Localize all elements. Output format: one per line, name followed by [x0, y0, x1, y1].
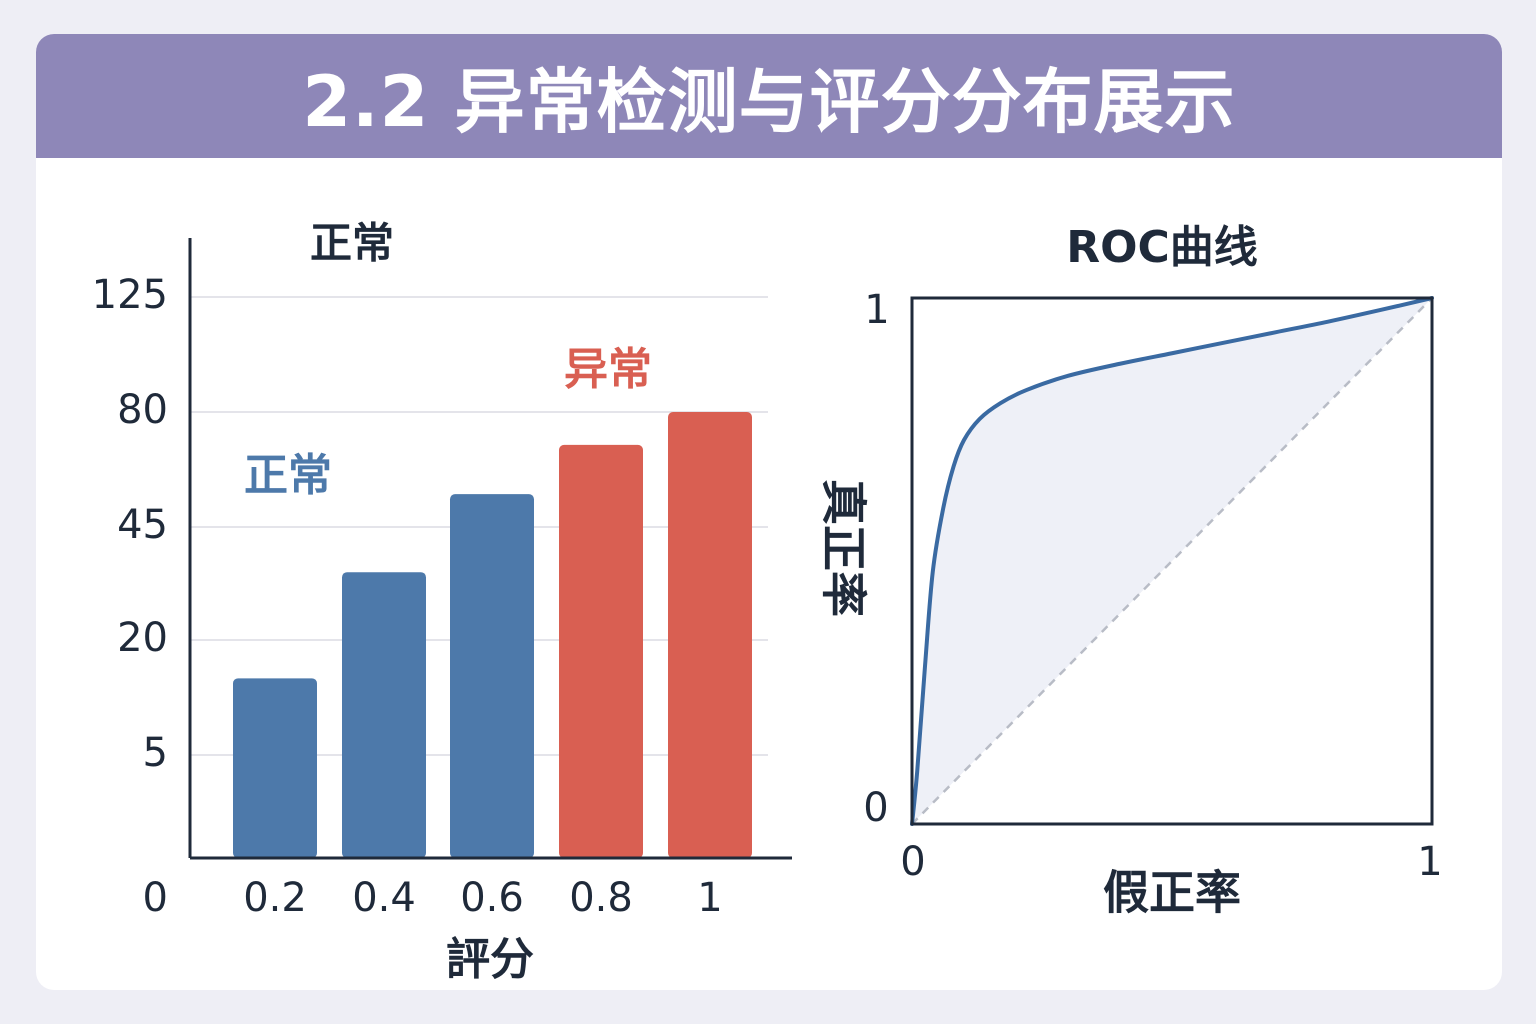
- anomaly-annotation: 异常: [564, 344, 652, 395]
- roc-frame: [910, 296, 1434, 826]
- x-tick-label: 0.6: [460, 875, 524, 921]
- bar-normal: [450, 494, 534, 858]
- title-banner: 2.2 异常检测与评分分布展示: [36, 34, 1502, 158]
- bar-normal: [233, 678, 317, 858]
- y-tick-label: 1: [864, 287, 889, 333]
- y-tick-label: 5: [143, 730, 168, 776]
- y-tick-label: 45: [117, 502, 168, 548]
- y-tick-label: 0: [863, 785, 888, 831]
- bar-anomaly: [559, 444, 643, 858]
- x-tick-label: 0.8: [569, 875, 633, 921]
- bar-chart-title: 正常: [310, 219, 394, 268]
- x-tick-label: 1: [697, 875, 722, 921]
- y-tick-label: 80: [117, 387, 168, 433]
- bar-anomaly: [668, 412, 752, 858]
- roc-chart-title: ROC曲线: [1066, 222, 1258, 273]
- y-tick-label: 0: [143, 875, 168, 921]
- x-axis-label: 假正率: [1103, 866, 1241, 920]
- x-tick-label: 0: [900, 839, 925, 885]
- y-tick-label: 125: [92, 272, 168, 318]
- roc-chart: ROC曲线 1 00 1 假正率 真正率: [817, 222, 1443, 920]
- x-tick-label: 1: [1417, 839, 1442, 885]
- y-tick-label: 20: [117, 615, 168, 661]
- x-axis-label: 評分: [446, 934, 534, 985]
- y-axis-label: 真正率: [817, 479, 871, 617]
- random-baseline-line: [911, 297, 1433, 825]
- x-tick-label: 0.4: [352, 875, 416, 921]
- roc-curve-line: [910, 296, 1434, 826]
- x-tick-label: 0.2: [243, 875, 307, 921]
- page-title: 2.2 异常检测与评分分布展示: [302, 60, 1236, 143]
- bar-normal: [342, 572, 426, 858]
- normal-annotation: 正常: [244, 450, 332, 501]
